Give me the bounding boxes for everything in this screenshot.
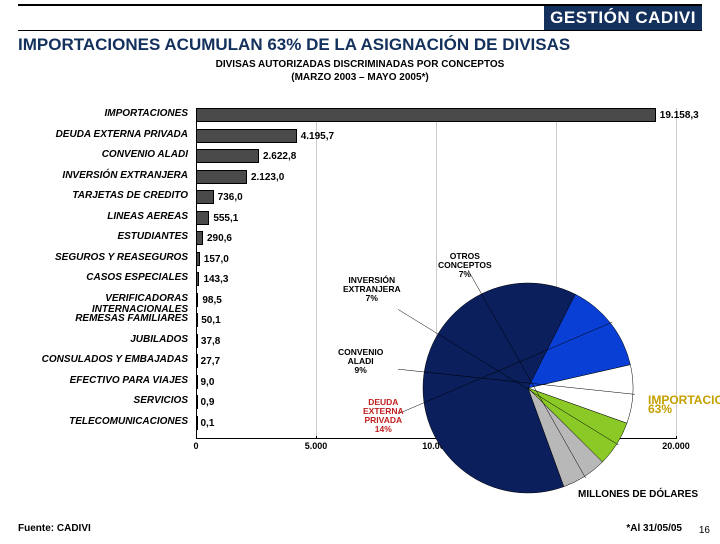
bar-value-label: 157,0 [204,254,229,265]
bar-value-label: 19.158,3 [660,110,699,121]
bar-category-label: EFECTIVO PARA VIAJES [18,375,192,386]
bar-category-label: DEUDA EXTERNA PRIVADA [18,129,192,140]
bar-category-label: TARJETAS DE CREDITO [18,190,192,201]
page-title: IMPORTACIONES ACUMULAN 63% DE LA ASIGNAC… [18,35,702,55]
bar-value-label: 27,7 [201,356,220,367]
bar-category-label: IMPORTACIONES [18,108,192,119]
bar-rect [196,395,198,409]
bar-row: INVERSIÓN EXTRANJERA 2.123,0 [18,170,702,189]
subtitle-1: DIVISAS AUTORIZADAS DISCRIMINADAS POR CO… [0,59,720,70]
bar-rect [196,108,656,122]
bar-category-label: LINEAS AEREAS [18,211,192,222]
x-tick-label: 0 [193,441,198,451]
page-number: 16 [699,525,710,536]
x-tick-label: 20.000 [662,441,690,451]
bar-row: DEUDA EXTERNA PRIVADA 4.195,7 [18,129,702,148]
bar-value-label: 2.622,8 [263,151,296,162]
bar-rect [196,375,198,389]
bar-rect [196,293,198,307]
pie-slice-label: DEUDAEXTERNAPRIVADA14% [363,398,404,434]
bar-rect [196,170,247,184]
bar-value-label: 736,0 [218,192,243,203]
footer-date: *Al 31/05/05 [626,523,682,534]
bar-category-label: ESTUDIANTES [18,231,192,242]
subtitle-2: (MARZO 2003 – MAYO 2005*) [0,72,720,83]
pie-slice-label: CONVENIOALADI9% [338,348,383,375]
bar-rect [196,211,209,225]
bar-rect [196,129,297,143]
bar-category-label: TELECOMUNICACIONES [18,416,192,427]
pie-slice-label: OTROSCONCEPTOS7% [438,252,492,279]
bar-value-label: 9,0 [201,377,215,388]
bar-value-label: 290,6 [207,233,232,244]
pie-chart: IMPORTACIONES 63%DEUDAEXTERNAPRIVADA14%C… [398,258,658,518]
axis-unit: MILLONES DE DÓLARES [578,489,698,500]
bar-rect [196,334,198,348]
bar-row: IMPORTACIONES 19.158,3 [18,108,702,127]
x-tick-label: 5.000 [305,441,328,451]
bar-rect [196,149,259,163]
bar-value-label: 143,3 [203,274,228,285]
bar-value-label: 4.195,7 [301,131,334,142]
bar-row: ESTUDIANTES 290,6 [18,231,702,250]
bar-row: CONVENIO ALADI 2.622,8 [18,149,702,168]
header-brand: GESTIÓN CADIVI [544,6,702,30]
bar-category-label: VERIFICADORAS INTERNACIONALES [18,293,192,315]
footer-source: Fuente: CADIVI [18,523,91,534]
chart-container: IMPORTACIONES 19.158,3 DEUDA EXTERNA PRIVA… [18,108,702,468]
bar-category-label: CONVENIO ALADI [18,149,192,160]
pie-slice-label: INVERSIÓNEXTRANJERA7% [343,276,401,303]
bar-rect [196,231,203,245]
bar-rect [196,416,198,430]
bar-category-label: REMESAS FAMILIARES [18,313,192,324]
bar-rect [196,354,198,368]
bar-value-label: 555,1 [213,213,238,224]
bar-row: LINEAS AEREAS 555,1 [18,211,702,230]
bar-rect [196,272,199,286]
bar-category-label: CONSULADOS Y EMBAJADAS [18,354,192,365]
bar-category-label: SERVICIOS [18,395,192,406]
bar-rect [196,313,198,327]
bar-value-label: 37,8 [201,336,220,347]
bar-category-label: JUBILADOS [18,334,192,345]
bar-category-label: CASOS ESPECIALES [18,272,192,283]
bar-value-label: 50,1 [201,315,220,326]
bar-rect [196,190,214,204]
bar-value-label: 98,5 [202,295,221,306]
bar-value-label: 0,1 [201,418,215,429]
bar-value-label: 2.123,0 [251,172,284,183]
pie-slice-label: IMPORTACIONES 63% [648,396,720,414]
bar-value-label: 0,9 [201,397,215,408]
bar-category-label: INVERSIÓN EXTRANJERA [18,170,192,181]
bar-category-label: SEGUROS Y REASEGUROS [18,252,192,263]
bar-row: TARJETAS DE CREDITO 736,0 [18,190,702,209]
bar-rect [196,252,200,266]
